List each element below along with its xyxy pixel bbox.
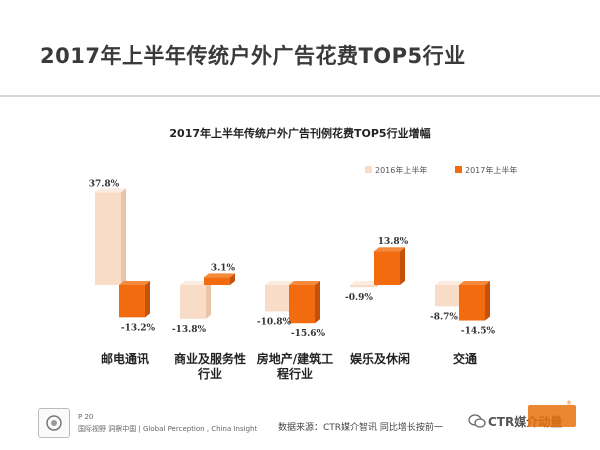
brand-logo-icon [528,405,576,427]
wechat-icon [468,414,486,428]
category-label: 邮电通讯 [101,351,149,366]
category-label: 交通 [453,351,477,366]
data-label-2017: -14.5% [461,327,496,337]
legend-swatch-2017 [455,166,462,173]
ctr-logo-icon [38,408,70,438]
data-label-2017: 3.1% [211,263,236,273]
data-label-2017: -15.6% [291,329,326,339]
data-label-2017: 13.8% [378,237,409,247]
bar-2016 [265,281,296,312]
chart-legend: 2016年上半年 2017年上半年 [365,165,517,175]
bar-2017 [374,247,405,285]
brand-tagline: 国际视野 洞察中国 | Global Perception , China In… [78,424,258,433]
data-label-2017: -13.2% [121,323,156,333]
legend-label-2016: 2016年上半年 [375,165,427,175]
data-label-2016: -8.7% [430,312,458,322]
title-divider [0,95,600,97]
bar-2016 [180,281,211,319]
data-label-2016: -10.8% [257,317,292,327]
category-label: 行业 [197,366,222,381]
chart-data-labels: 37.8% -13.2% -13.8% 3.1% -10.8% -15.6% -0.9% 13… [89,179,496,339]
legend-swatch-2016 [365,166,372,173]
page-number: P 20 [78,412,94,421]
category-label: 房地产/建筑工 [257,351,333,366]
data-label-2016: -0.9% [345,293,373,303]
data-label-2016: -13.8% [172,325,207,335]
bar-chart: 2017年上半年传统户外广告刊例花费TOP5行业增幅 2016年上半年 2017… [89,126,518,381]
data-source-note: 数据来源：CTR媒介智讯 同比增长按前一 [278,423,443,433]
chart-bars [95,188,490,324]
chart-title: 2017年上半年传统户外广告刊例花费TOP5行业增幅 [169,126,430,140]
bar-2017 [289,281,320,324]
page-title: 2017年上半年传统户外广告花费TOP5行业 [40,44,466,68]
bar-2017 [459,281,490,321]
category-label: 娱乐及休闲 [350,351,410,366]
registered-mark-icon: ® [566,400,572,407]
data-label-2016: 37.8% [89,179,120,189]
bar-2016 [95,188,126,285]
category-label: 程行业 [277,366,313,381]
category-label: 商业及服务性 [174,351,246,366]
bar-2017 [119,281,150,318]
bar-2017 [204,273,235,285]
footer-branding: P 20 国际视野 洞察中国 | Global Perception , Chi… [38,408,257,438]
legend-label-2017: 2017年上半年 [465,165,517,175]
